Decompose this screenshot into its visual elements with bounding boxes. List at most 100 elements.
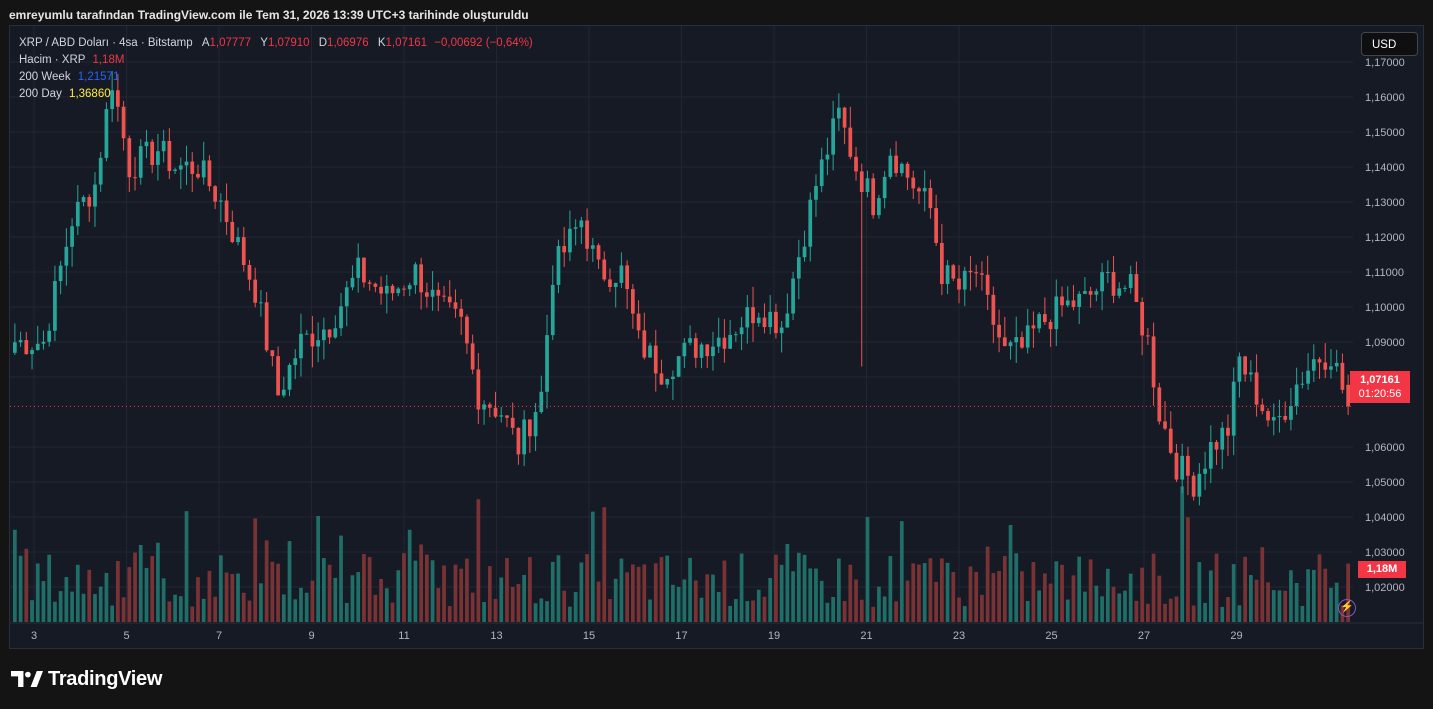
volume-bar: [1317, 554, 1322, 622]
candle-body: [190, 161, 195, 174]
candle-body: [133, 177, 137, 179]
candle-body: [367, 282, 372, 284]
candle-body: [1283, 415, 1288, 420]
candle-body: [390, 285, 395, 294]
price-chart[interactable]: 1,17000 1,16000 1,15000 1,14000 1,13000 1,120…: [10, 26, 1423, 648]
candle-body: [1037, 314, 1041, 329]
volume-bar: [419, 544, 423, 622]
volume-bar: [1054, 561, 1059, 622]
candle-body: [1048, 322, 1053, 330]
candle-body: [1014, 337, 1019, 343]
volume-bar: [842, 601, 847, 622]
candle-body: [837, 107, 841, 119]
candle-body: [1346, 384, 1350, 407]
volume-bar: [796, 552, 801, 622]
volume-bar: [1283, 590, 1288, 622]
volume-bar: [35, 563, 40, 622]
volume-bar: [316, 516, 320, 622]
volume-bar: [613, 578, 618, 622]
ma200w-legend-row[interactable]: 200 Week 1,21571: [19, 69, 533, 86]
volume-bar: [705, 574, 710, 622]
volume-bar: [1100, 596, 1104, 622]
candle-body: [47, 330, 52, 342]
close-value: 1,07161: [385, 37, 428, 49]
volume-bar: [493, 598, 498, 622]
candle-body: [224, 200, 229, 222]
candle-body: [590, 245, 595, 249]
candle-body: [510, 417, 515, 428]
candle-body: [796, 257, 801, 279]
volume-legend-row[interactable]: Hacim · XRP 1,18M: [19, 52, 533, 69]
volume-bar: [219, 555, 223, 622]
candle-body: [1237, 356, 1242, 382]
volume-bar: [1266, 582, 1270, 622]
volume-bar: [608, 599, 612, 622]
candle-body: [1168, 428, 1173, 453]
volume-bar: [1163, 603, 1167, 622]
y-tick-label: 1,05000: [1365, 477, 1405, 489]
candle-body: [1271, 417, 1276, 421]
volume-bar: [751, 600, 755, 622]
candle-body: [940, 242, 944, 284]
volume-bar: [333, 577, 338, 622]
candle-body: [751, 307, 755, 324]
candle-body: [573, 227, 578, 229]
volume-bar: [631, 564, 635, 622]
volume-bar: [1203, 602, 1207, 622]
volume-bar: [1088, 559, 1093, 622]
candle-body: [968, 270, 973, 273]
candle-body: [774, 311, 778, 334]
candle-body: [270, 350, 275, 357]
lightning-icon[interactable]: ⚡: [1338, 599, 1356, 617]
volume-bar: [1243, 556, 1247, 622]
volume-bar: [1174, 596, 1179, 622]
volume-bar: [619, 558, 624, 622]
candle-body: [384, 285, 389, 294]
volume-bar: [774, 554, 778, 622]
volume-bar: [390, 602, 395, 622]
volume-bar: [665, 555, 670, 622]
candle-body: [362, 257, 366, 283]
currency-button[interactable]: USD: [1361, 32, 1418, 56]
candle-body: [516, 427, 521, 455]
candle-body: [150, 141, 155, 165]
volume-bar: [1094, 585, 1099, 622]
candle-body: [259, 302, 263, 304]
volume-bar: [922, 563, 927, 622]
candle-body: [819, 159, 824, 187]
candle-body: [1146, 335, 1150, 337]
candle-body: [70, 226, 74, 247]
candle-body: [957, 278, 961, 290]
volume-bar: [1226, 597, 1230, 622]
volume-bar: [476, 499, 481, 622]
volume-bar: [121, 597, 126, 622]
volume-bar: [882, 596, 887, 622]
candle-body: [505, 415, 509, 418]
candle-body: [1300, 383, 1305, 385]
candle-body: [144, 141, 149, 147]
volume-bar: [1208, 570, 1213, 622]
volume-bar: [41, 581, 46, 622]
x-tick-label: 27: [1138, 630, 1150, 642]
chart-panel[interactable]: 1,17000 1,16000 1,15000 1,14000 1,13000 1,120…: [9, 25, 1424, 649]
volume-bar: [1134, 600, 1139, 622]
candle-body: [425, 292, 429, 297]
candle-body: [304, 333, 309, 335]
volume-bar: [1020, 571, 1024, 622]
candle-body: [734, 334, 738, 336]
volume-bar: [728, 605, 732, 622]
volume-bar: [688, 557, 692, 622]
y-tick-label: 1,09000: [1365, 337, 1405, 349]
candle-body: [310, 333, 315, 347]
candle-body: [241, 237, 246, 266]
volume-bar: [127, 567, 132, 622]
candle-body: [1128, 274, 1133, 288]
ma200d-legend-row[interactable]: 200 Day 1,36860: [19, 86, 533, 103]
candle-body: [928, 188, 933, 209]
candle-body: [476, 369, 481, 410]
candle-body: [1294, 384, 1299, 406]
candle-body: [602, 259, 607, 280]
low-value: 1,06976: [327, 37, 369, 49]
symbol-label[interactable]: XRP / ABD Doları · 4sa · Bitstamp: [19, 37, 193, 49]
y-tick-label: 1,03000: [1365, 547, 1405, 559]
